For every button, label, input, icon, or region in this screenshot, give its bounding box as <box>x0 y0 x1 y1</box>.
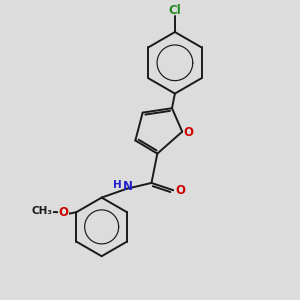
Text: O: O <box>183 126 193 139</box>
Text: O: O <box>175 184 185 197</box>
Text: N: N <box>123 180 133 193</box>
Text: CH₃: CH₃ <box>31 206 52 216</box>
Text: O: O <box>58 206 69 219</box>
Text: Cl: Cl <box>169 4 181 17</box>
Text: H: H <box>113 180 122 190</box>
